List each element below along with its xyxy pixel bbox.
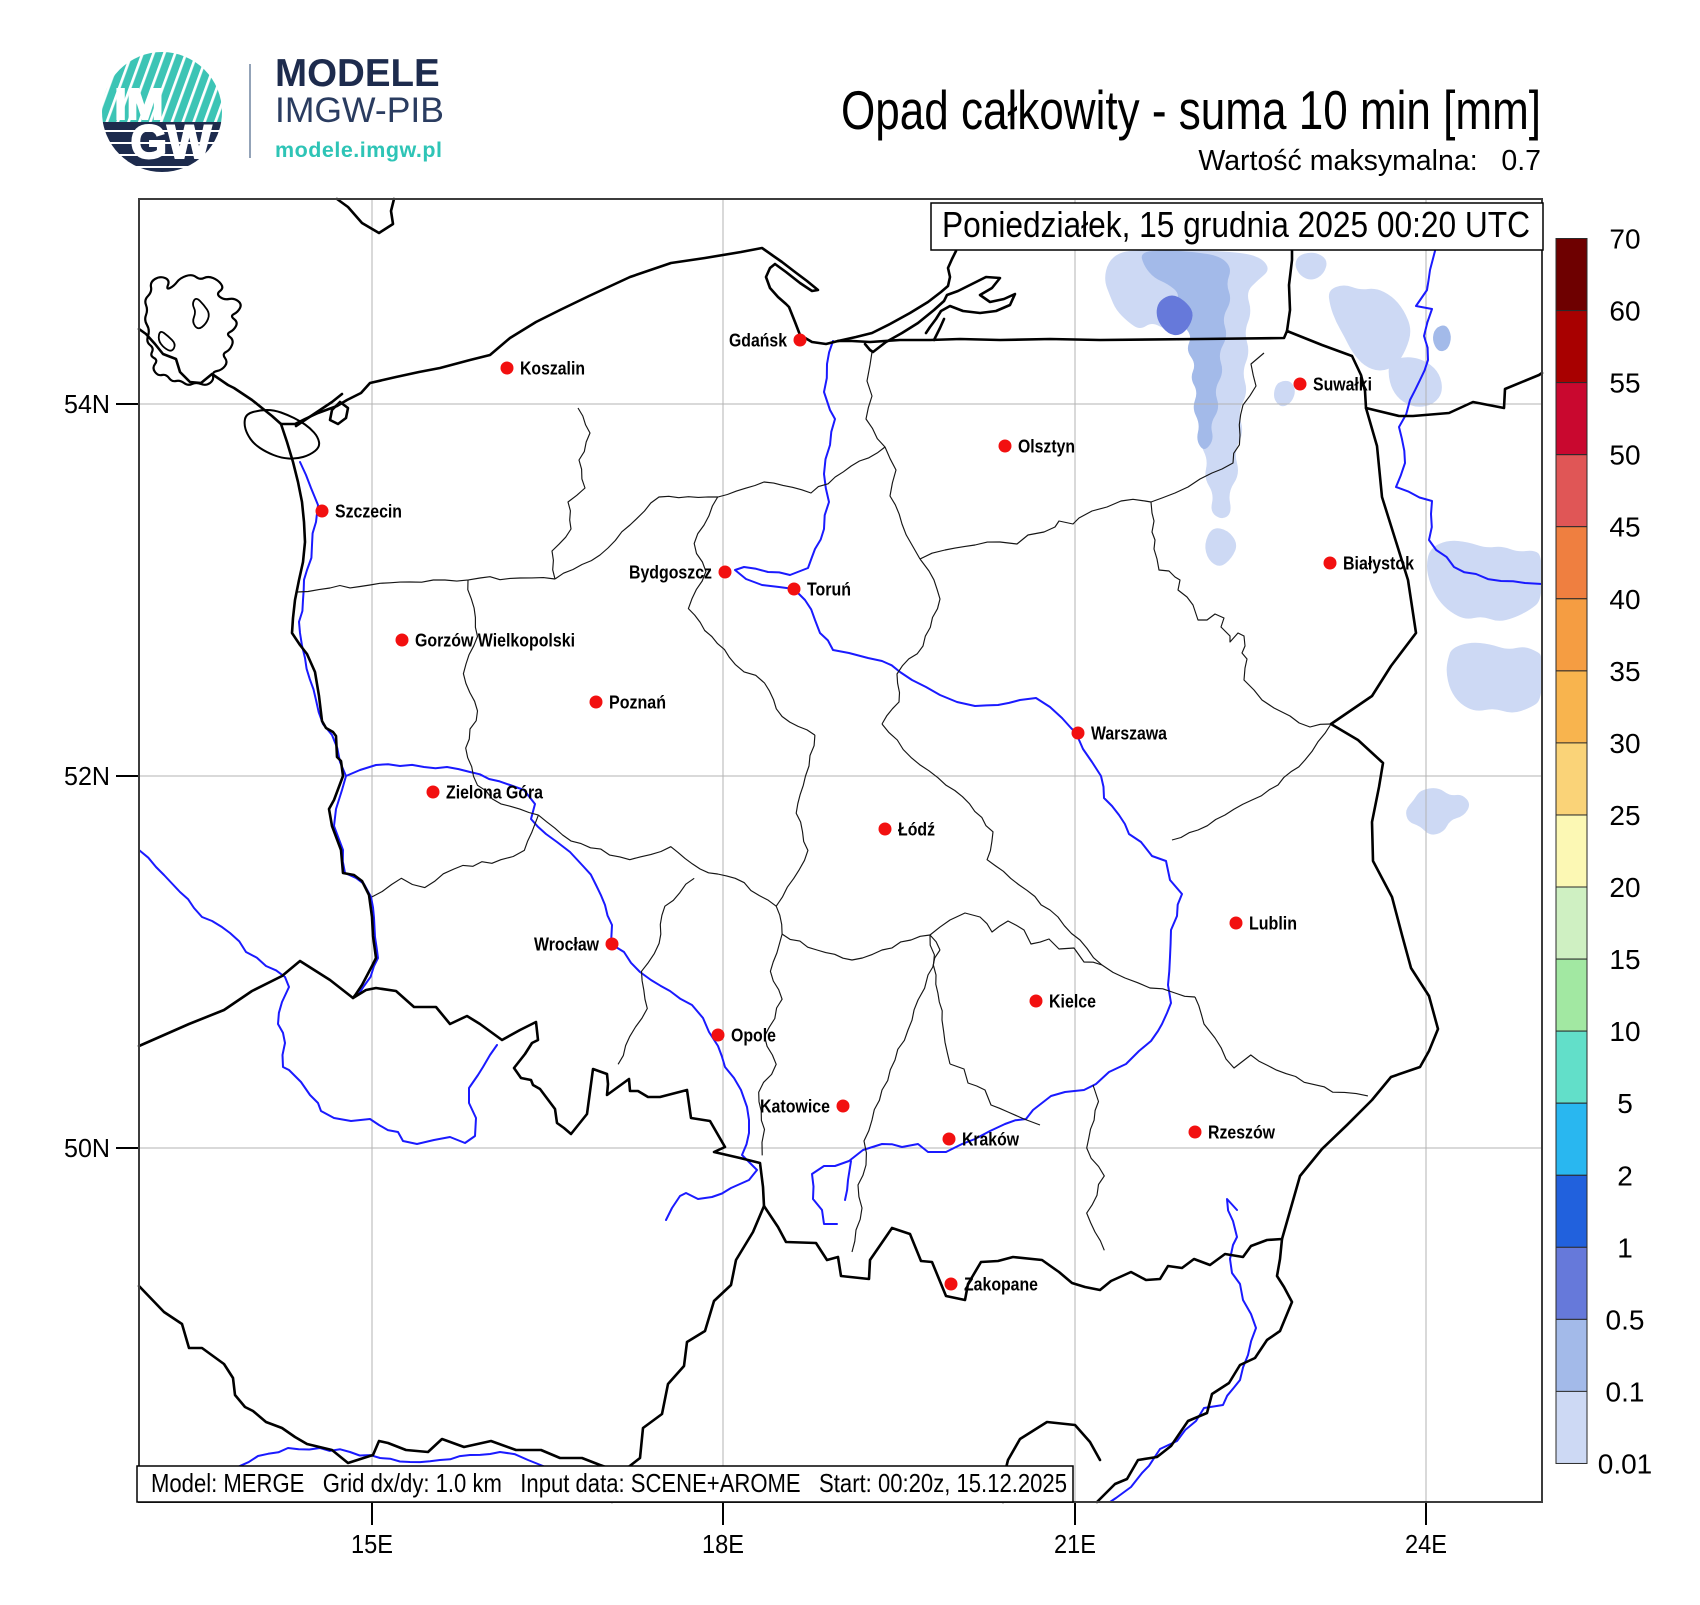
svg-text:15E: 15E: [351, 1529, 393, 1559]
svg-text:25: 25: [1609, 800, 1640, 831]
svg-text:Kielce: Kielce: [1049, 991, 1096, 1012]
svg-text:MODELE: MODELE: [275, 52, 440, 95]
svg-text:0.1: 0.1: [1606, 1376, 1645, 1407]
svg-text:50N: 50N: [64, 1133, 110, 1163]
svg-text:20: 20: [1609, 872, 1640, 903]
svg-text:Bydgoszcz: Bydgoszcz: [629, 562, 712, 583]
svg-text:Poniedziałek, 15 grudnia 2025: Poniedziałek, 15 grudnia 2025 00:20 UTC: [942, 204, 1530, 245]
svg-text:Zielona Góra: Zielona Góra: [446, 782, 544, 803]
svg-text:Rzeszów: Rzeszów: [1208, 1122, 1276, 1143]
svg-text:55: 55: [1609, 368, 1640, 399]
svg-text:Kraków: Kraków: [962, 1129, 1020, 1150]
svg-text:Katowice: Katowice: [760, 1096, 830, 1117]
svg-text:Koszalin: Koszalin: [520, 358, 585, 379]
svg-text:10: 10: [1609, 1016, 1640, 1047]
svg-text:1: 1: [1617, 1232, 1633, 1263]
svg-text:0.01: 0.01: [1598, 1449, 1653, 1480]
svg-text:Szczecin: Szczecin: [335, 501, 402, 522]
svg-text:Białystok: Białystok: [1343, 553, 1415, 574]
svg-text:Gorzów Wielkopolski: Gorzów Wielkopolski: [415, 630, 575, 651]
svg-text:52N: 52N: [64, 761, 110, 791]
svg-text:Lublin: Lublin: [1249, 913, 1297, 934]
svg-text:21E: 21E: [1054, 1529, 1096, 1559]
svg-text:Opad całkowity - suma 10 min [: Opad całkowity - suma 10 min [mm]: [841, 79, 1541, 141]
svg-text:IMGW-PIB: IMGW-PIB: [275, 90, 444, 130]
svg-text:45: 45: [1609, 512, 1640, 543]
svg-text:Wartość maksymalna: 0.7: Wartość maksymalna: 0.7: [1198, 145, 1541, 177]
svg-text:60: 60: [1609, 296, 1640, 327]
svg-text:Suwałki: Suwałki: [1313, 374, 1372, 395]
svg-text:Warszawa: Warszawa: [1091, 723, 1168, 744]
svg-text:Wrocław: Wrocław: [534, 934, 600, 955]
svg-text:modele.imgw.pl: modele.imgw.pl: [275, 138, 442, 162]
svg-text:GW: GW: [131, 115, 213, 168]
svg-text:Toruń: Toruń: [807, 579, 851, 600]
svg-text:Model: MERGE Grid dx/dy: 1.0: Model: MERGE Grid dx/dy: 1.0 km Input da…: [151, 1468, 1067, 1498]
svg-text:Poznań: Poznań: [609, 692, 666, 713]
svg-text:15: 15: [1609, 944, 1640, 975]
svg-text:50: 50: [1609, 440, 1640, 471]
svg-text:24E: 24E: [1405, 1529, 1447, 1559]
svg-text:Łódź: Łódź: [898, 819, 935, 840]
svg-text:5: 5: [1617, 1088, 1633, 1119]
svg-text:18E: 18E: [702, 1529, 744, 1559]
svg-text:Opole: Opole: [731, 1025, 776, 1046]
svg-text:2: 2: [1617, 1160, 1633, 1191]
svg-text:54N: 54N: [64, 389, 110, 419]
svg-text:70: 70: [1609, 224, 1640, 255]
svg-text:Zakopane: Zakopane: [964, 1274, 1038, 1295]
svg-text:Gdańsk: Gdańsk: [729, 330, 788, 351]
svg-text:Olsztyn: Olsztyn: [1018, 436, 1075, 457]
svg-text:35: 35: [1609, 656, 1640, 687]
svg-text:30: 30: [1609, 728, 1640, 759]
svg-text:0.5: 0.5: [1606, 1304, 1645, 1335]
svg-text:40: 40: [1609, 584, 1640, 615]
svg-text:IM: IM: [115, 80, 164, 129]
